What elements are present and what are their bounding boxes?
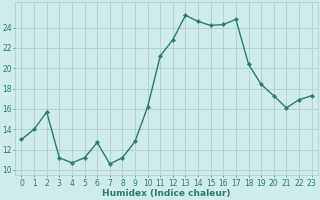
X-axis label: Humidex (Indice chaleur): Humidex (Indice chaleur)	[102, 189, 231, 198]
